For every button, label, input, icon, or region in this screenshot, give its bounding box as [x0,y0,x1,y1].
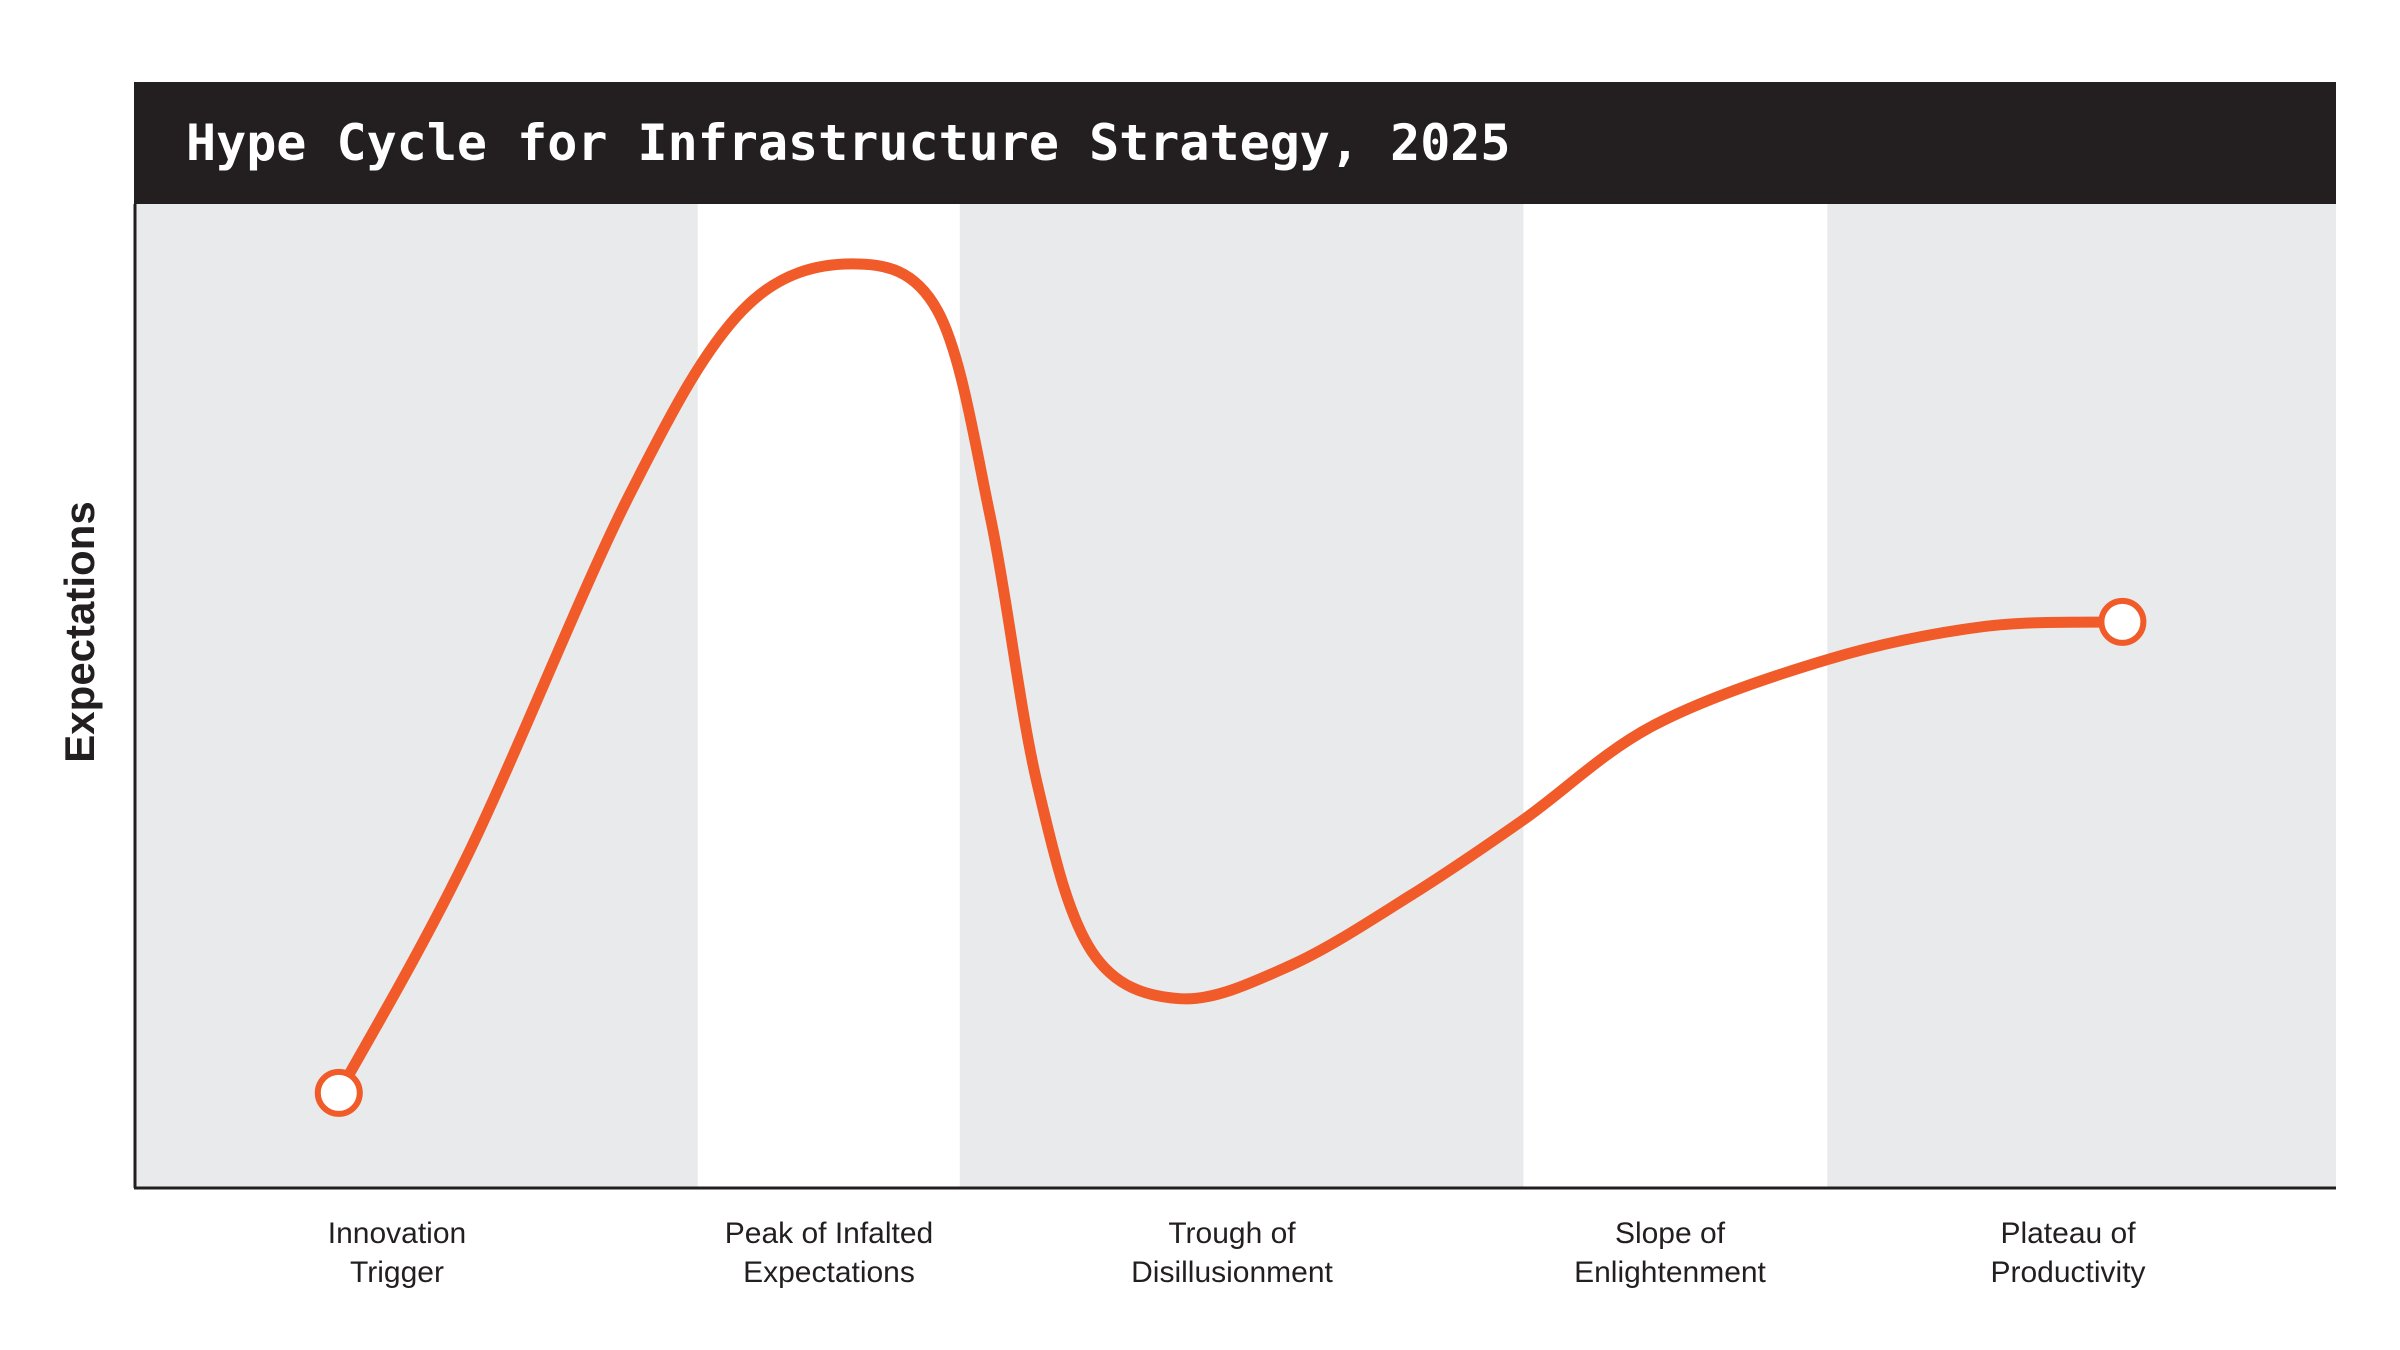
phase-band-5 [1827,204,2336,1188]
y-axis-label: Expectations [56,501,103,763]
phase-label-line1: Slope of [1614,1217,1726,1250]
phase-label-line1: Plateau of [2000,1217,2136,1250]
phase-label-line2: Disillusionment [1131,1256,1333,1289]
phase-label-1: Innovation Trigger [328,1214,466,1292]
phase-label-line2: Productivity [1990,1256,2146,1289]
title-bar: Hype Cycle for Infrastructure Strategy, … [134,82,2336,204]
phase-label-2: Peak of Infalted Expectations [725,1214,933,1292]
phase-label-3: Trough of Disillusionment [1131,1214,1333,1292]
phase-band-3 [959,204,1524,1188]
curve-layer [314,258,2147,1117]
phase-label-line2: Enlightenment [1574,1256,1766,1289]
chart-title: Hype Cycle for Infrastructure Strategy, … [186,114,1511,172]
phase-bands [134,204,2336,1188]
phase-label-line2: Expectations [743,1256,915,1289]
end-marker [2098,597,2147,646]
axes [133,204,2336,1190]
phase-band-1 [134,204,698,1188]
phase-label-4: Slope of Enlightenment [1574,1214,1766,1292]
phase-label-5: Plateau of Productivity [1990,1214,2145,1292]
phase-label-line2: Trigger [350,1256,444,1289]
start-marker [314,1068,363,1117]
hype-curve [333,258,2128,1099]
phase-label-line1: Peak of Infalted [724,1217,934,1250]
phase-label-line1: Trough of [1168,1217,1296,1250]
phase-label-line1: Innovation [327,1217,467,1250]
